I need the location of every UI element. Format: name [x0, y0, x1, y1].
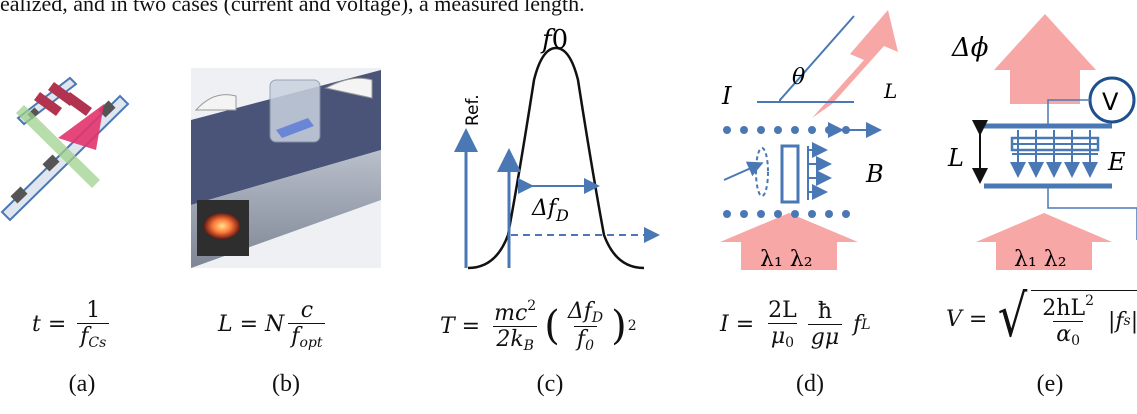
svg-text:f0: f0 [540, 25, 568, 55]
panel-e-illustration [972, 14, 1137, 270]
e-beam-label: λ₁ λ₂ [1014, 247, 1067, 272]
c-width-sub: D [555, 206, 569, 225]
e-phase-label: Δϕ [951, 33, 989, 63]
formula-b: L = N c fopt [218, 298, 329, 351]
panel-a-illustration [0, 76, 130, 222]
voltmeter-icon: V [1102, 88, 1119, 116]
panel-label-a: (a) [68, 371, 96, 397]
panel-label-e: (e) [1036, 371, 1064, 397]
d-beam-label: λ₁ λ₂ [760, 247, 813, 272]
d-length-label: L [883, 79, 897, 103]
formula-c: T = mc2 2kB ( ΔfD f0 ) 2 [440, 298, 637, 355]
panel-label-d: (d) [796, 371, 824, 397]
d-field-label: B [865, 160, 884, 188]
panel-d-illustration [720, 10, 898, 270]
d-current-label: I [721, 82, 732, 110]
e-field-label: E [1107, 148, 1126, 176]
formula-a: t = 1 fCs [32, 298, 113, 351]
caption-fragment: ealized, and in two cases (current and v… [0, 0, 585, 16]
c-ref-label: Ref. [463, 94, 483, 126]
c-width-label: Δf [531, 196, 560, 221]
panel-b-illustration [191, 68, 381, 268]
panel-label-c: (c) [536, 371, 564, 397]
c-peak-sub: 0 [552, 25, 569, 55]
panel-c-plot [454, 46, 660, 270]
e-length-label: L [947, 144, 964, 172]
d-angle-label: θ [792, 65, 805, 90]
svg-text:ΔfD: ΔfD [531, 196, 569, 225]
formula-e: V = √ 2hL2 α0 |f s | [946, 287, 1137, 349]
panel-label-b: (b) [272, 371, 300, 397]
figure-panels: f0 Ref. ΔfD I θ L B λ₁ λ₂ Δϕ V L E λ₁ λ₂ [0, 10, 1137, 272]
